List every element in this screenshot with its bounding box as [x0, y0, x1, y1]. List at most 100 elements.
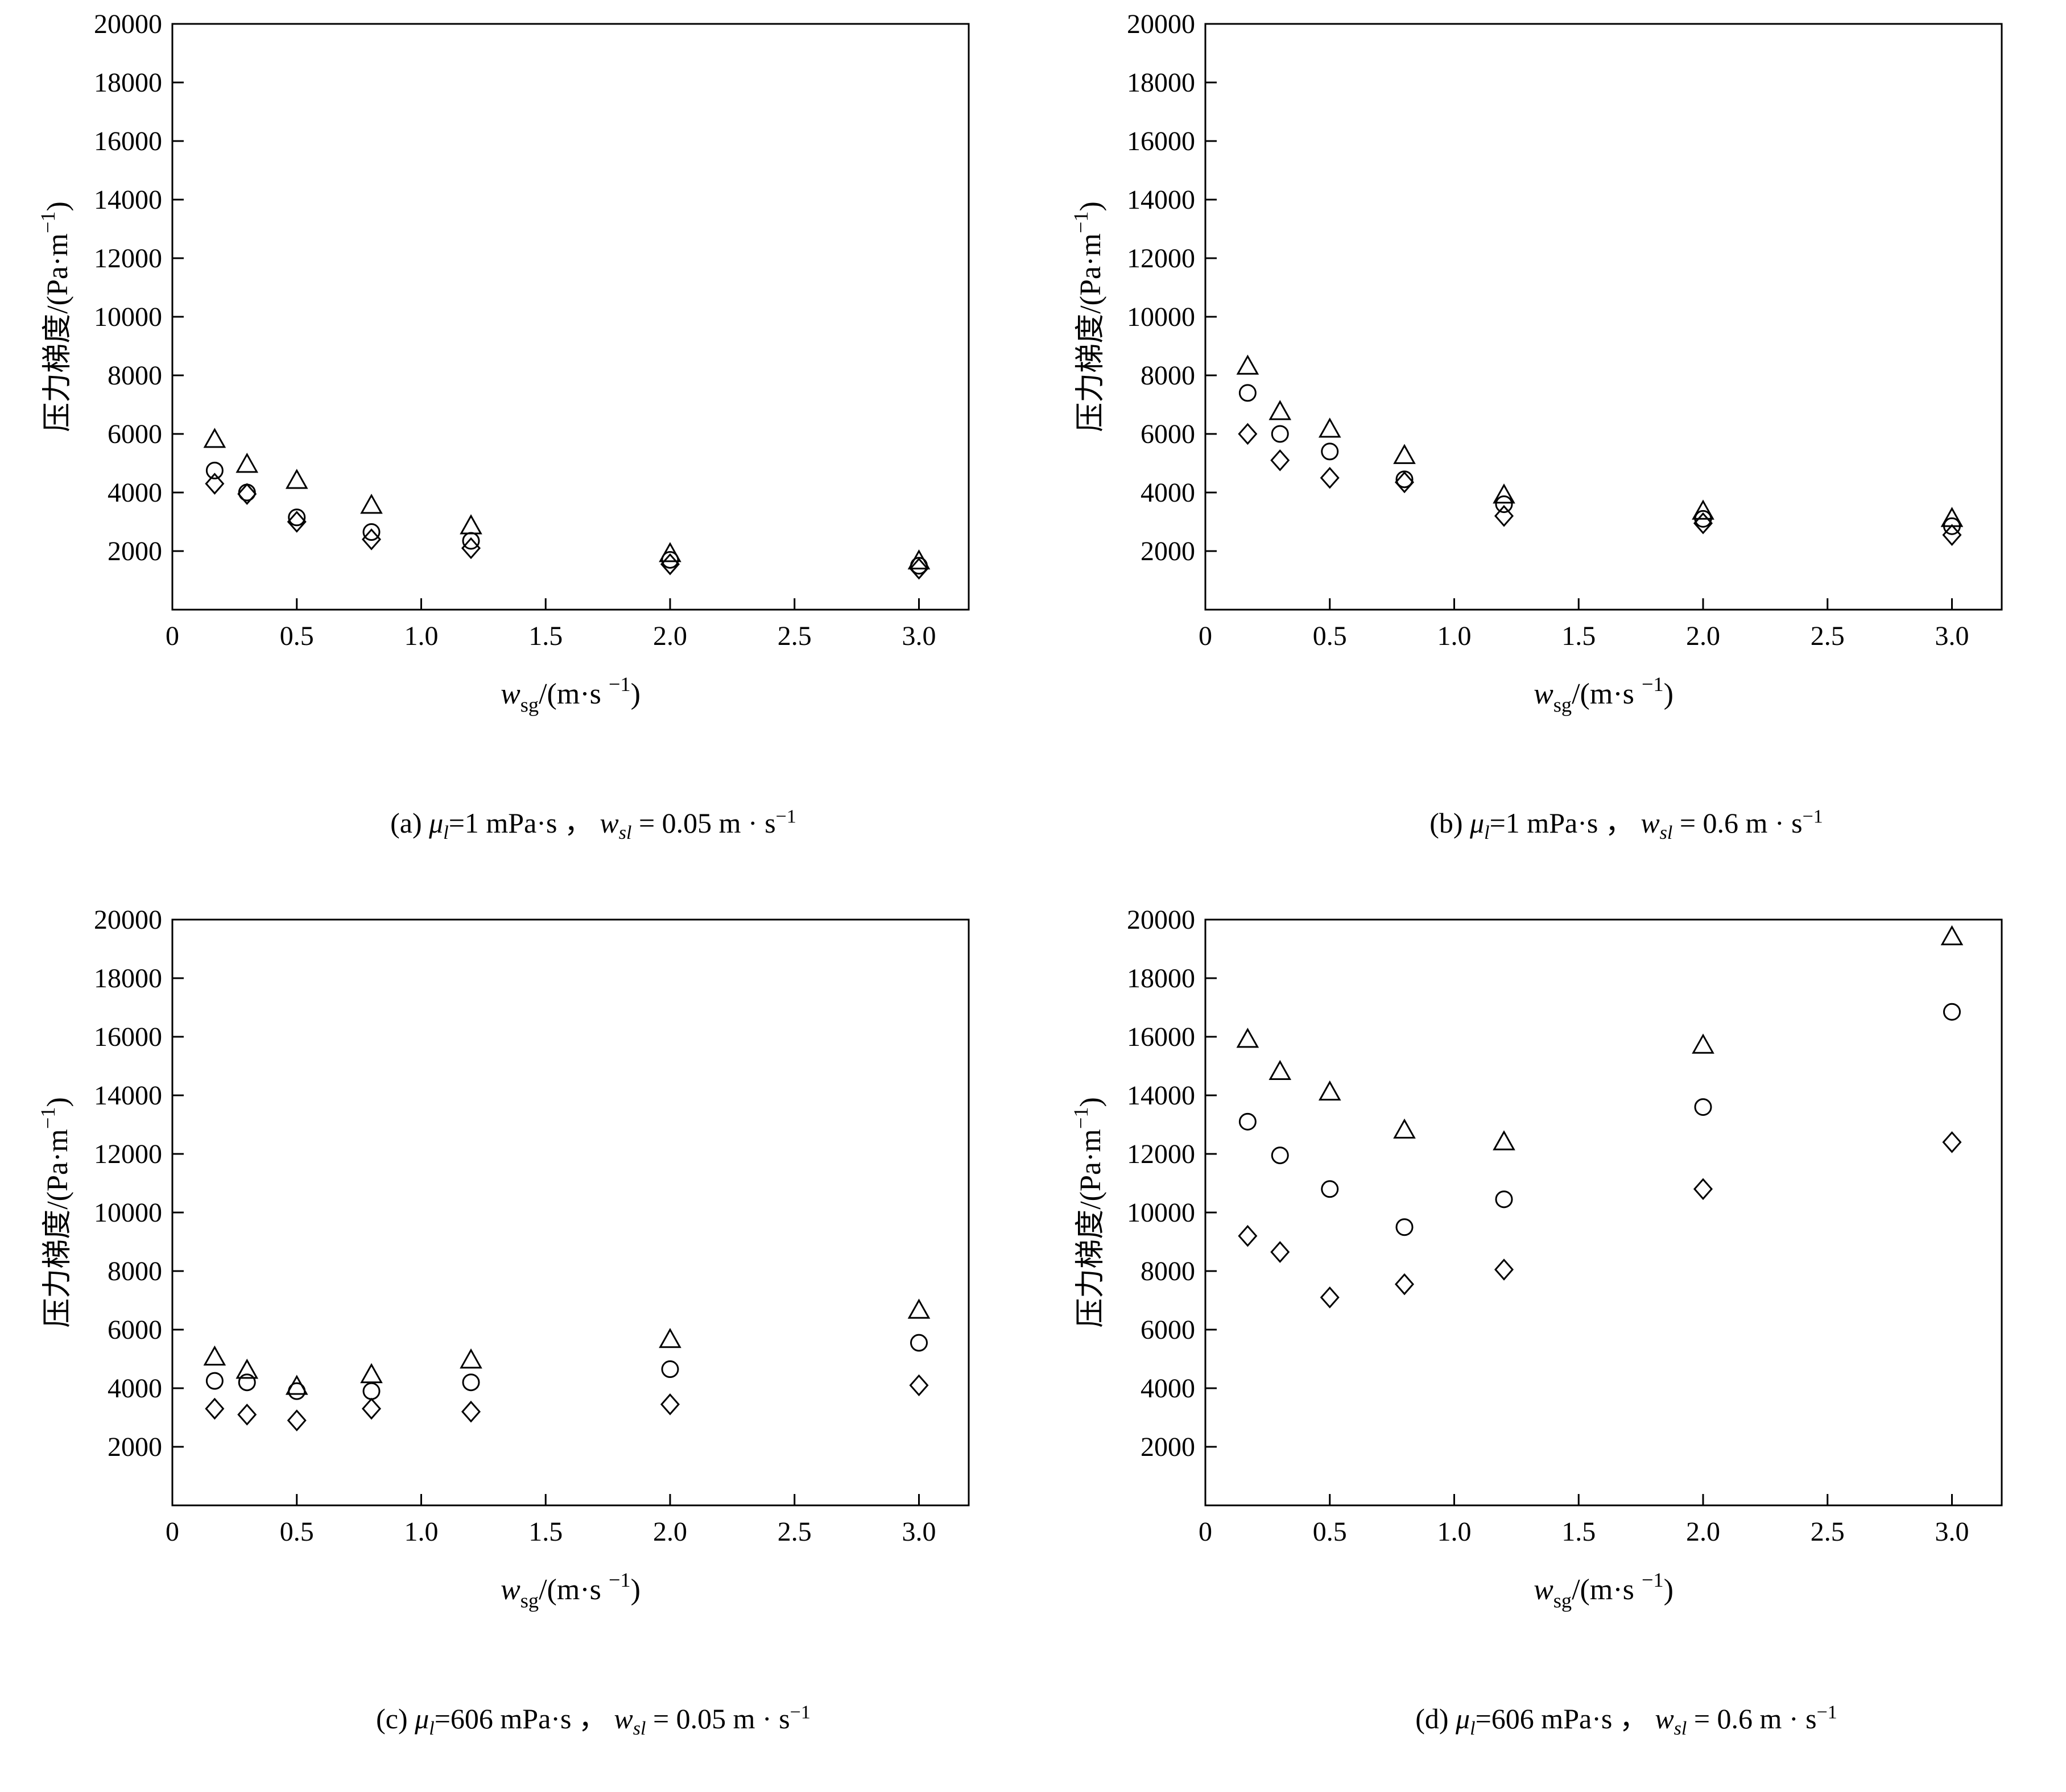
triangle-marker	[235, 453, 259, 473]
y-tick-label: 18000	[1127, 963, 1195, 994]
circle-marker	[661, 1360, 679, 1379]
caption-c: (c) μl=606 mPa·s ， wsl = 0.05 m · s−1	[376, 1702, 811, 1739]
y-tick-label: 12000	[94, 243, 162, 274]
x-tick-label: 2.5	[778, 621, 812, 651]
triangle-marker	[460, 514, 482, 535]
y-tick-label: 14000	[94, 185, 162, 215]
triangle-marker	[285, 1375, 308, 1395]
x-tick-label-origin: 0	[1199, 621, 1212, 651]
y-tick-label: 14000	[1127, 185, 1195, 215]
circle-marker	[205, 461, 224, 479]
circle-marker	[1271, 1147, 1289, 1165]
x-tick-label: 1.5	[528, 1517, 563, 1547]
chart-b: 0.5 1.0 1.5 2.0 2.5 3.0 0 2000 4000 6000 8000 10000…	[1052, 7, 2047, 769]
x-tick-label: 0.5	[280, 621, 314, 651]
y-tick-label: 2000	[1141, 1432, 1195, 1462]
y-tick-label: 10000	[94, 302, 162, 332]
series-diamond	[1238, 1131, 1962, 1309]
y-axis-label: 压力梯度/(Pa·m−1)	[36, 1097, 74, 1328]
series-circle	[1238, 1003, 1961, 1236]
y-tick-label: 8000	[108, 361, 162, 391]
diamond-marker	[1693, 1178, 1713, 1201]
y-tick-label: 10000	[94, 1198, 162, 1228]
y-tick-label: 16000	[94, 126, 162, 156]
diamond-marker	[237, 483, 257, 505]
caption-b: (b) μl=1 mPa·s ， wsl = 0.6 m · s−1	[1429, 806, 1823, 843]
triangle-marker	[907, 1298, 931, 1319]
x-axis-label: wsg/(m·s −1)	[501, 1568, 641, 1612]
series-circle	[205, 1334, 928, 1400]
diamond-marker	[361, 1397, 382, 1420]
triangle-marker	[235, 1359, 259, 1379]
x-tick-label: 2.0	[653, 1517, 687, 1547]
x-tick-label: 1.0	[404, 621, 439, 651]
diamond-marker	[1270, 1241, 1290, 1263]
circle-marker	[238, 1373, 256, 1392]
diamond-marker	[1494, 504, 1514, 527]
chart-svg-b: 0.5 1.0 1.5 2.0 2.5 3.0 0 2000 4000 6000 8000 10000…	[1069, 9, 2003, 717]
y-axis-label: 压力梯度/(Pa·m−1)	[1069, 201, 1107, 432]
diamond-marker	[237, 1404, 257, 1426]
circle-marker	[1321, 1180, 1339, 1198]
diamond-marker	[1320, 466, 1340, 489]
circle-marker	[362, 1382, 381, 1400]
y-tick-label: 2000	[108, 536, 162, 566]
y-tick-label: 6000	[1141, 419, 1195, 449]
circle-marker	[661, 551, 679, 569]
circle-marker	[288, 508, 306, 527]
circle-marker	[1238, 1112, 1257, 1131]
y-tick-label: 8000	[1141, 1256, 1195, 1286]
x-tick-label: 1.0	[1437, 621, 1472, 651]
chart-svg-d: 0.5 1.0 1.5 2.0 2.5 3.0 0 2000 4000 6000 8000 10000…	[1069, 905, 2003, 1612]
circle-marker	[1238, 384, 1257, 402]
y-tick-label: 18000	[94, 963, 162, 994]
caption-d: (d) μl=606 mPa·s ， wsl = 0.6 m · s−1	[1415, 1702, 1837, 1739]
diamond-marker	[1494, 1259, 1514, 1281]
circle-marker	[462, 1373, 480, 1392]
panel-c: 0.5 1.0 1.5 2.0 2.5 3.0 0 2000 4000 6000 8000 10000…	[0, 896, 1033, 1792]
diamond-marker	[1394, 471, 1415, 494]
circle-marker	[1943, 1003, 1961, 1021]
chart-c: 0.5 1.0 1.5 2.0 2.5 3.0 0 2000 4000 6000 8000 10000…	[19, 903, 1014, 1665]
caption-a: (a) μl=1 mPa·s ， wsl = 0.05 m · s−1	[390, 806, 796, 843]
circle-marker	[1694, 510, 1712, 528]
y-tick-label: 12000	[1127, 243, 1195, 274]
y-tick-label: 8000	[108, 1256, 162, 1286]
diamond-marker	[1942, 1131, 1962, 1153]
x-tick-label: 2.0	[1686, 1517, 1720, 1547]
y-tick-label: 16000	[1127, 126, 1195, 156]
y-tick-label: 18000	[94, 68, 162, 98]
series-diamond	[1238, 423, 1962, 546]
x-tick-label: 2.5	[1811, 1517, 1845, 1547]
y-tick-label: 2000	[1141, 536, 1195, 566]
panel-d: 0.5 1.0 1.5 2.0 2.5 3.0 0 2000 4000 6000 8000 10000…	[1033, 896, 2066, 1792]
y-tick-label: 4000	[108, 478, 162, 508]
y-tick-label: 20000	[94, 9, 162, 39]
y-tick-label: 4000	[1141, 478, 1195, 508]
series-circle	[205, 461, 928, 575]
series-diamond	[205, 473, 929, 580]
y-tick-label: 10000	[1127, 302, 1195, 332]
y-tick-label: 16000	[1127, 1022, 1195, 1052]
triangle-marker	[1268, 400, 1292, 420]
triangle-marker	[1692, 499, 1714, 520]
y-tick-label: 8000	[1141, 361, 1195, 391]
x-tick-label: 3.0	[1935, 621, 1969, 651]
x-tick-label: 2.0	[653, 621, 687, 651]
x-tick-label: 3.0	[1935, 1517, 1969, 1547]
series-diamond	[205, 1374, 929, 1431]
series-triangle	[1236, 354, 1964, 527]
triangle-marker	[1318, 417, 1341, 438]
panel-a: 0.5 1.0 1.5 2.0 2.5 3.0 0 2000 4000 6000 8000 10000…	[0, 0, 1033, 896]
x-axis-label: wsg/(m·s −1)	[1534, 1568, 1674, 1612]
triangle-marker	[203, 428, 226, 448]
y-tick-label: 20000	[1127, 905, 1195, 935]
chart-d: 0.5 1.0 1.5 2.0 2.5 3.0 0 2000 4000 6000 8000 10000…	[1052, 903, 2047, 1665]
chart-svg-a: 0.5 1.0 1.5 2.0 2.5 3.0 0 2000 4000 6000 8000 10000…	[36, 9, 970, 717]
circle-marker	[1271, 425, 1289, 443]
circle-marker	[1943, 517, 1961, 535]
triangle-marker	[1493, 1130, 1515, 1150]
chart-a: 0.5 1.0 1.5 2.0 2.5 3.0 0 2000 4000 6000 8000 10000…	[19, 7, 1014, 769]
y-tick-label: 10000	[1127, 1198, 1195, 1228]
